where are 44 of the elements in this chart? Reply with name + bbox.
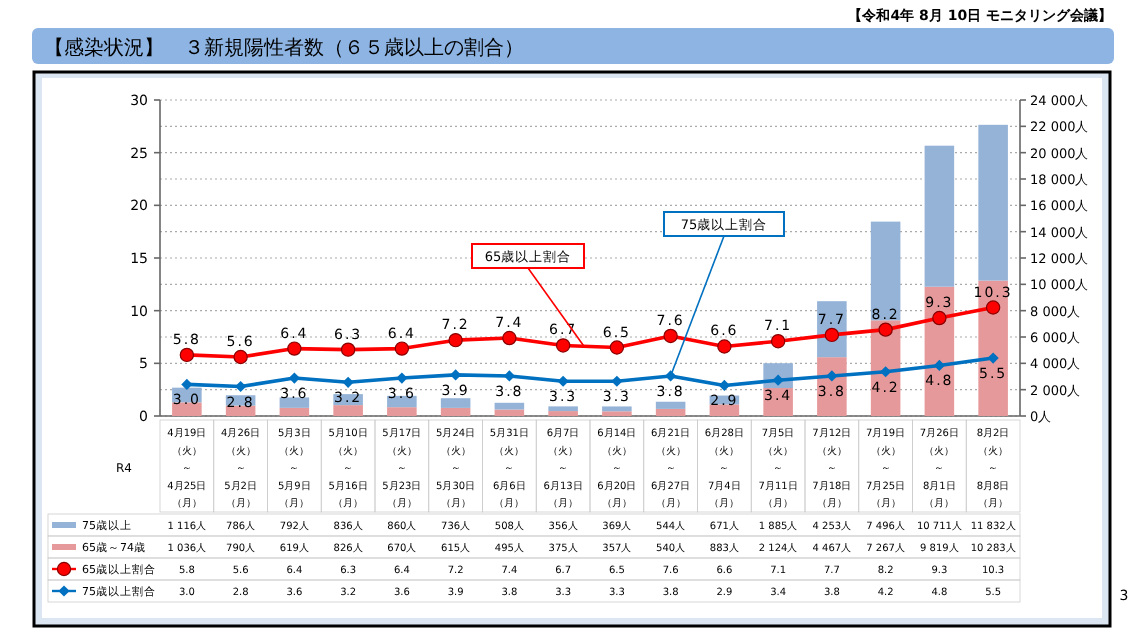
point [663, 328, 678, 344]
point [555, 338, 571, 353]
bar [709, 404, 740, 416]
point [502, 330, 517, 346]
bar [494, 409, 525, 416]
point [718, 379, 730, 392]
bar [279, 397, 310, 408]
point [235, 380, 247, 393]
point [394, 341, 410, 356]
point [878, 322, 893, 337]
bar [548, 406, 578, 412]
point [233, 349, 248, 365]
point [985, 300, 1001, 315]
bar [978, 124, 1008, 281]
bar [655, 401, 686, 409]
chart-title: 【感染状況】 ３新規陽性者数（６５歳以上の割合） [44, 36, 524, 60]
point [665, 370, 677, 382]
point [609, 340, 625, 355]
point [987, 352, 999, 364]
point [448, 332, 463, 348]
point [342, 376, 354, 388]
point [340, 342, 356, 357]
point [396, 372, 408, 384]
bar [440, 407, 471, 416]
point [557, 375, 569, 387]
point [611, 375, 623, 387]
bar [817, 357, 847, 416]
bar [172, 402, 202, 416]
bar [978, 280, 1008, 416]
bar [333, 405, 363, 416]
bar [440, 398, 471, 408]
bar [870, 221, 901, 321]
point [932, 310, 947, 326]
bar [279, 407, 310, 416]
point [179, 347, 195, 363]
bar [387, 407, 417, 416]
point [717, 339, 732, 354]
point [933, 359, 945, 372]
point [826, 370, 838, 382]
point [770, 334, 786, 349]
point [287, 341, 302, 356]
bar [655, 408, 686, 416]
bar [602, 406, 632, 412]
bar [924, 145, 955, 287]
